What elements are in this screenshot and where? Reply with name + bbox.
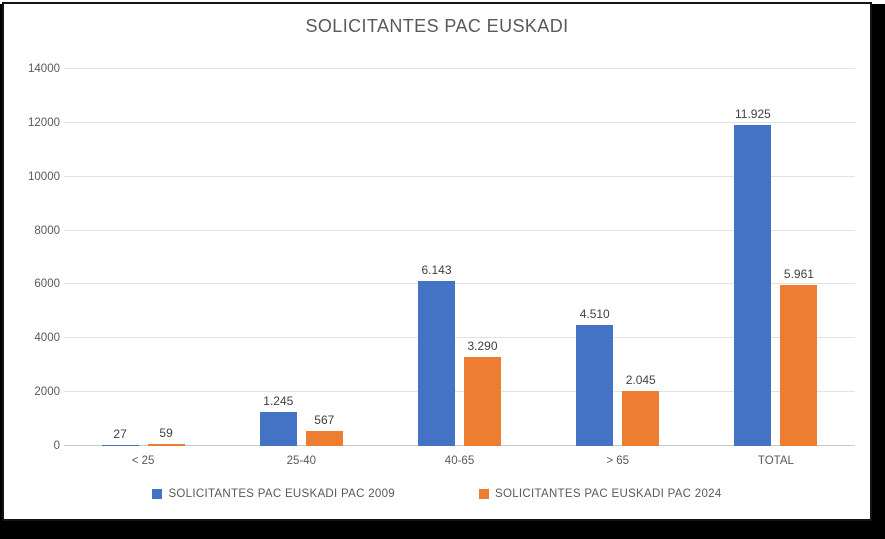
y-tick-label-10000: 10000 <box>28 170 60 183</box>
data-label-pac-2024-25: 59 <box>159 426 173 441</box>
plot-area: 27 59 1.245 567 6.143 3.290 4.510 2.045 11.925 5.… <box>64 68 855 446</box>
gridline <box>64 337 855 339</box>
legend-item-pac-2024: SOLICITANTES PAC EUSKADI PAC 2024 <box>479 488 722 500</box>
x-axis: < 25 25-40 40-65 > 65 TOTAL <box>64 455 855 467</box>
y-tick-label-6000: 6000 <box>34 278 60 291</box>
x-category-label-25: < 25 <box>131 455 155 467</box>
bar-pac-2009-65: 4.510 <box>576 307 614 446</box>
bar-pac-2024-25-40: 567 <box>305 413 343 446</box>
gridline <box>64 121 855 123</box>
legend-label-pac-2009: SOLICITANTES PAC EUSKADI PAC 2009 <box>168 488 395 500</box>
y-tick-label-12000: 12000 <box>28 116 60 129</box>
chart-panel: SOLICITANTES PAC EUSKADI 27 59 1.245 567 6.1… <box>2 2 872 521</box>
bar-pac-2009-40-65: 6.143 <box>418 263 455 446</box>
bar-group-25: 27 59 <box>64 69 222 446</box>
data-label-pac-2009-total: 11.925 <box>735 106 771 121</box>
data-label-pac-2009-65: 4.510 <box>579 306 610 321</box>
data-label-pac-2009-40-65: 6.143 <box>421 262 452 277</box>
legend-swatch-icon <box>152 489 163 499</box>
gridline <box>64 391 855 393</box>
y-tick-label-14000: 14000 <box>28 63 60 75</box>
bar-pac-2009-25-40: 1.245 <box>259 394 297 446</box>
chart-title: SOLICITANTES PAC EUSKADI <box>305 16 569 36</box>
bar-group-total: 11.925 5.961 <box>697 69 855 446</box>
bar-pac-2009-total: 11.925 <box>734 107 772 446</box>
gridline <box>64 283 855 285</box>
x-category-label-40-65: 40-65 <box>444 455 475 467</box>
bar-groups: 27 59 1.245 567 6.143 3.290 4.510 2.045 11.925 5.… <box>64 69 855 446</box>
data-label-pac-2024-40-65: 3.290 <box>467 339 498 354</box>
x-category-label-25-40: 25-40 <box>286 455 317 467</box>
gridlines <box>64 68 855 446</box>
bar-pac-2024-40-65: 3.290 <box>464 339 501 446</box>
legend-label-pac-2024: SOLICITANTES PAC EUSKADI PAC 2024 <box>495 488 722 500</box>
bar-group-25-40: 1.245 567 <box>222 69 380 446</box>
data-label-pac-2024-65: 2.045 <box>625 372 656 387</box>
legend-item-pac-2009: SOLICITANTES PAC EUSKADI PAC 2009 <box>152 488 395 500</box>
y-tick-label-4000: 4000 <box>34 332 60 345</box>
bar-pac-2024-65: 2.045 <box>622 373 660 446</box>
x-axis-line <box>64 445 855 446</box>
x-category-label-65: > 65 <box>606 455 630 467</box>
bar-pac-2024-total: 5.961 <box>780 267 818 446</box>
gridline <box>64 68 855 69</box>
data-label-pac-2024-total: 5.961 <box>783 267 814 282</box>
bar-group-65: 4.510 2.045 <box>539 69 697 446</box>
gridline <box>64 175 855 177</box>
data-label-pac-2024-25-40: 567 <box>314 412 335 427</box>
y-tick-label-0: 0 <box>53 440 60 452</box>
y-tick-label-2000: 2000 <box>34 386 60 399</box>
legend: SOLICITANTES PAC EUSKADI PAC 2009 SOLICIT… <box>4 488 870 500</box>
y-tick-label-8000: 8000 <box>34 224 60 237</box>
data-label-pac-2009-25-40: 1.245 <box>263 394 294 409</box>
x-category-label-total: TOTAL <box>757 455 794 467</box>
legend-swatch-icon <box>479 489 489 499</box>
bar-pac-2009-25: 27 <box>101 427 139 446</box>
bar-pac-2024-25: 59 <box>147 426 185 446</box>
data-label-pac-2009-25: 27 <box>113 427 127 442</box>
gridline <box>64 229 855 231</box>
bar-group-40-65: 6.143 3.290 <box>380 69 538 446</box>
